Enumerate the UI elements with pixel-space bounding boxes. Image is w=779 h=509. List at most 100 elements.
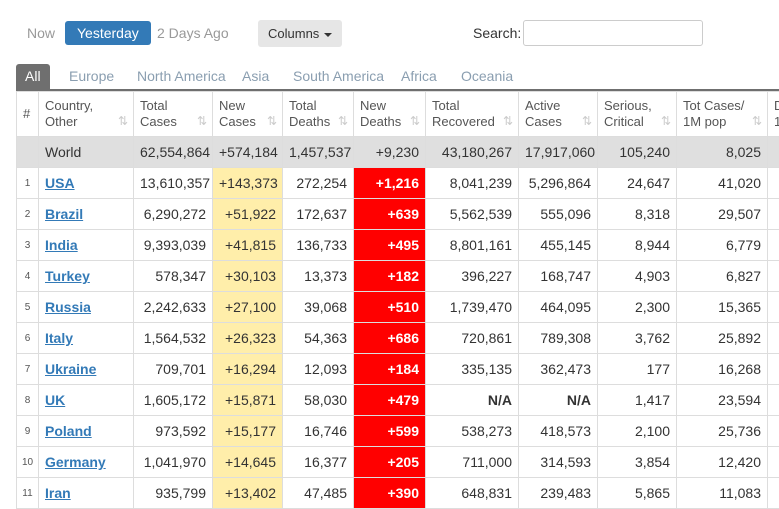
region-tab[interactable]: All bbox=[16, 64, 50, 89]
cell: +27,100 bbox=[213, 292, 283, 323]
cell: 455,145 bbox=[519, 230, 598, 261]
cell bbox=[768, 292, 779, 323]
cell: +639 bbox=[354, 199, 426, 230]
column-header[interactable]: D 1 bbox=[768, 92, 779, 137]
cell: 177 bbox=[598, 354, 677, 385]
column-header[interactable]: Active Cases bbox=[519, 92, 598, 137]
cell: 58,030 bbox=[283, 385, 354, 416]
cell: 8,041,239 bbox=[426, 168, 519, 199]
cell: Poland bbox=[39, 416, 134, 447]
column-header[interactable]: New Deaths bbox=[354, 92, 426, 137]
cell: 578,347 bbox=[134, 261, 213, 292]
cell bbox=[768, 199, 779, 230]
cell bbox=[768, 416, 779, 447]
cell: 720,861 bbox=[426, 323, 519, 354]
cell: India bbox=[39, 230, 134, 261]
cell: 172,637 bbox=[283, 199, 354, 230]
country-link[interactable]: Brazil bbox=[45, 206, 83, 222]
cell bbox=[768, 385, 779, 416]
country-link[interactable]: UK bbox=[45, 392, 65, 408]
cell: 2,300 bbox=[598, 292, 677, 323]
cell: +16,294 bbox=[213, 354, 283, 385]
cell: 43,180,267 bbox=[426, 137, 519, 168]
cell bbox=[768, 168, 779, 199]
cell: 25,892 bbox=[677, 323, 768, 354]
country-link[interactable]: Germany bbox=[45, 454, 106, 470]
column-header[interactable]: Total Deaths bbox=[283, 92, 354, 137]
cell: 1,739,470 bbox=[426, 292, 519, 323]
country-link[interactable]: Poland bbox=[45, 423, 92, 439]
cell: 6 bbox=[17, 323, 39, 354]
column-header[interactable]: Total Recovered bbox=[426, 92, 519, 137]
tab[interactable]: Now bbox=[15, 21, 67, 45]
cell: Germany bbox=[39, 447, 134, 478]
cell: +686 bbox=[354, 323, 426, 354]
column-header[interactable]: Total Cases bbox=[134, 92, 213, 137]
region-tab[interactable]: South America bbox=[284, 64, 393, 89]
cell: 335,135 bbox=[426, 354, 519, 385]
cell: 1,417 bbox=[598, 385, 677, 416]
cell: 12,093 bbox=[283, 354, 354, 385]
region-tab[interactable]: Europe bbox=[60, 64, 123, 89]
cell: 555,096 bbox=[519, 199, 598, 230]
country-link[interactable]: Ukraine bbox=[45, 361, 96, 377]
country-link[interactable]: USA bbox=[45, 175, 75, 191]
cell: 538,273 bbox=[426, 416, 519, 447]
cell: +143,373 bbox=[213, 168, 283, 199]
cell: UK bbox=[39, 385, 134, 416]
cell: 6,779 bbox=[677, 230, 768, 261]
column-header[interactable]: Country, Other bbox=[39, 92, 134, 137]
cell: +182 bbox=[354, 261, 426, 292]
cell: Russia bbox=[39, 292, 134, 323]
cell: +14,645 bbox=[213, 447, 283, 478]
region-tab[interactable]: North America bbox=[128, 64, 235, 89]
country-link[interactable]: India bbox=[45, 237, 78, 253]
cell: 709,701 bbox=[134, 354, 213, 385]
cell: 16,268 bbox=[677, 354, 768, 385]
cell: N/A bbox=[426, 385, 519, 416]
country-link[interactable]: Italy bbox=[45, 330, 73, 346]
tab-active[interactable]: Yesterday bbox=[65, 21, 151, 45]
country-link[interactable]: Russia bbox=[45, 299, 91, 315]
cell: +510 bbox=[354, 292, 426, 323]
cell: +599 bbox=[354, 416, 426, 447]
cell: 105,240 bbox=[598, 137, 677, 168]
cell: 9 bbox=[17, 416, 39, 447]
cell: N/A bbox=[519, 385, 598, 416]
cell: 47,485 bbox=[283, 478, 354, 509]
button-label: Columns bbox=[268, 26, 319, 41]
cell: 973,592 bbox=[134, 416, 213, 447]
column-header[interactable]: Serious, Critical bbox=[598, 92, 677, 137]
column-header[interactable]: Tot Cases/ 1M pop bbox=[677, 92, 768, 137]
cell: Iran bbox=[39, 478, 134, 509]
cell: 711,000 bbox=[426, 447, 519, 478]
cell: +15,177 bbox=[213, 416, 283, 447]
tab[interactable]: 2 Days Ago bbox=[145, 21, 241, 45]
cell bbox=[768, 478, 779, 509]
cell: 11 bbox=[17, 478, 39, 509]
columns-button[interactable]: Columns bbox=[258, 20, 342, 47]
country-link[interactable]: Iran bbox=[45, 485, 71, 501]
region-tab[interactable]: Oceania bbox=[452, 64, 522, 89]
cell: 136,733 bbox=[283, 230, 354, 261]
cell: 648,831 bbox=[426, 478, 519, 509]
column-header[interactable]: # bbox=[17, 92, 39, 137]
cell: Italy bbox=[39, 323, 134, 354]
cell: 2,242,633 bbox=[134, 292, 213, 323]
region-tab[interactable]: Asia bbox=[233, 64, 278, 89]
search-input[interactable] bbox=[523, 20, 703, 46]
cell: 54,363 bbox=[283, 323, 354, 354]
cell: 13,373 bbox=[283, 261, 354, 292]
country-link[interactable]: Turkey bbox=[45, 268, 90, 284]
column-header[interactable]: New Cases bbox=[213, 92, 283, 137]
region-tab[interactable]: Africa bbox=[392, 64, 446, 89]
cell: 13,610,357 bbox=[134, 168, 213, 199]
cell: 16,377 bbox=[283, 447, 354, 478]
cell: 1,564,532 bbox=[134, 323, 213, 354]
